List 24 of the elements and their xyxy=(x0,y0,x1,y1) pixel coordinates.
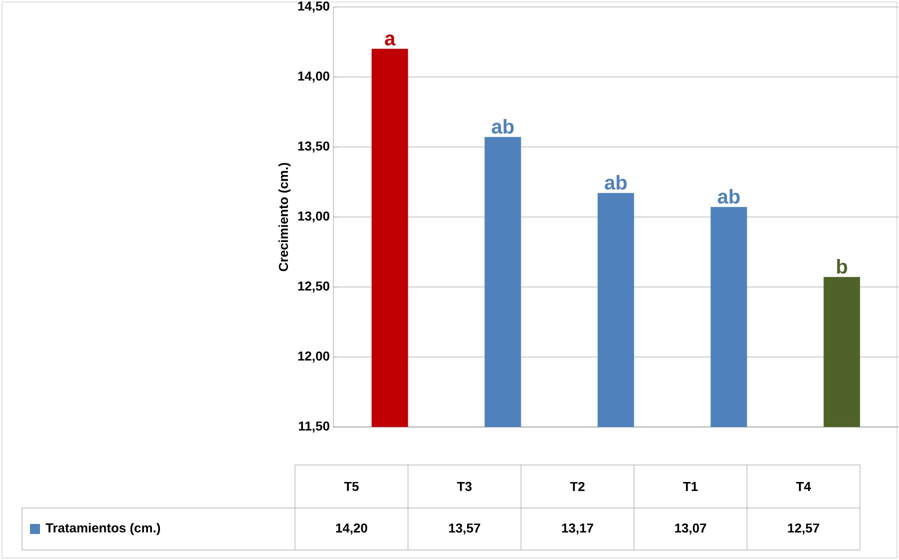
data-label: 13,57 xyxy=(449,523,480,535)
annotation: ab xyxy=(492,119,514,134)
x-tick-label: T3 xyxy=(457,482,472,492)
annotation: b xyxy=(837,259,848,274)
annotation: ab xyxy=(604,175,627,190)
y-tick-label: 14,50 xyxy=(298,1,330,13)
y-tick-label: 13,00 xyxy=(298,211,330,223)
y-tick-label: 11,50 xyxy=(298,421,330,433)
x-tick-label: T5 xyxy=(344,482,359,491)
x-tick-label: T1 xyxy=(683,482,698,491)
x-tick-label: T2 xyxy=(570,482,585,492)
annotation: a xyxy=(384,34,396,46)
x-tick-label: T4 xyxy=(796,482,811,491)
annotation: ab xyxy=(718,189,740,204)
y-tick-label: 13,50 xyxy=(298,141,330,153)
data-label: 14,20 xyxy=(336,523,368,535)
y-tick-label: 14,00 xyxy=(298,71,330,83)
y-tick-label: 12,50 xyxy=(298,281,330,293)
y-tick-label: 12,00 xyxy=(298,351,330,363)
y-axis-title: Crecimiento (cm.) xyxy=(278,162,291,272)
legend-label: Tratamientos (cm.) xyxy=(46,522,160,536)
data-label: 12,57 xyxy=(788,523,820,535)
data-label: 13,07 xyxy=(675,523,706,535)
data-label: 13,17 xyxy=(562,523,594,535)
